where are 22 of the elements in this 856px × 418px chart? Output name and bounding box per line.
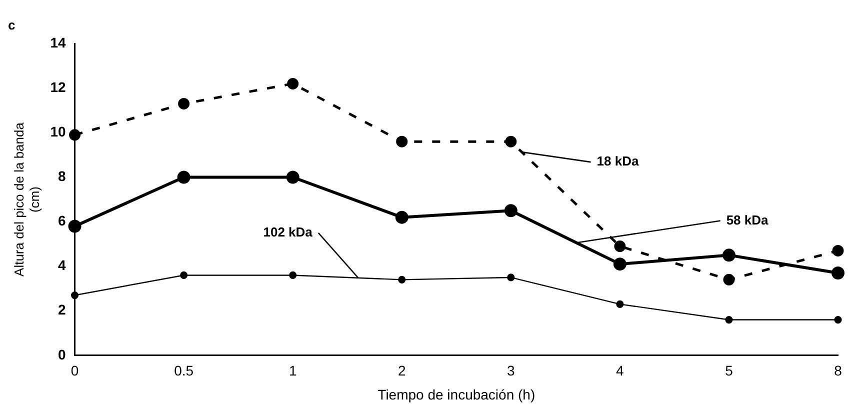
y-tick-label: 2 bbox=[58, 302, 66, 318]
text: 18 kDa bbox=[596, 154, 640, 169]
x-tick-label: 0.5 bbox=[174, 362, 194, 379]
x-tick-label: 8 bbox=[834, 362, 842, 379]
y-tick-label: 12 bbox=[50, 79, 66, 95]
y-tick-label: 8 bbox=[58, 168, 66, 184]
x-tick-label: 2 bbox=[398, 362, 406, 379]
x-tick-label: 5 bbox=[725, 362, 734, 379]
series-label: 58 kDa bbox=[726, 212, 770, 228]
y-axis-title: Altura del pico de la banda (cm) bbox=[11, 122, 42, 276]
chart-title: c bbox=[8, 17, 16, 32]
y-tick-label: 10 bbox=[50, 124, 66, 140]
x-tick-label: 4 bbox=[616, 362, 624, 379]
y-tick-label: 14 bbox=[50, 34, 66, 50]
x-tick-label: 1 bbox=[288, 362, 297, 379]
y-tick-label: 6 bbox=[58, 212, 66, 229]
x-tick-label: 0 bbox=[70, 362, 79, 379]
y-tick-label: 0 bbox=[58, 346, 66, 362]
text: 102 kDa bbox=[263, 224, 314, 240]
y-tick-label: 4 bbox=[58, 257, 66, 274]
x-tick-label: 3 bbox=[507, 362, 516, 379]
x-axis-title: Tiempo de incubación (h) bbox=[378, 386, 536, 402]
